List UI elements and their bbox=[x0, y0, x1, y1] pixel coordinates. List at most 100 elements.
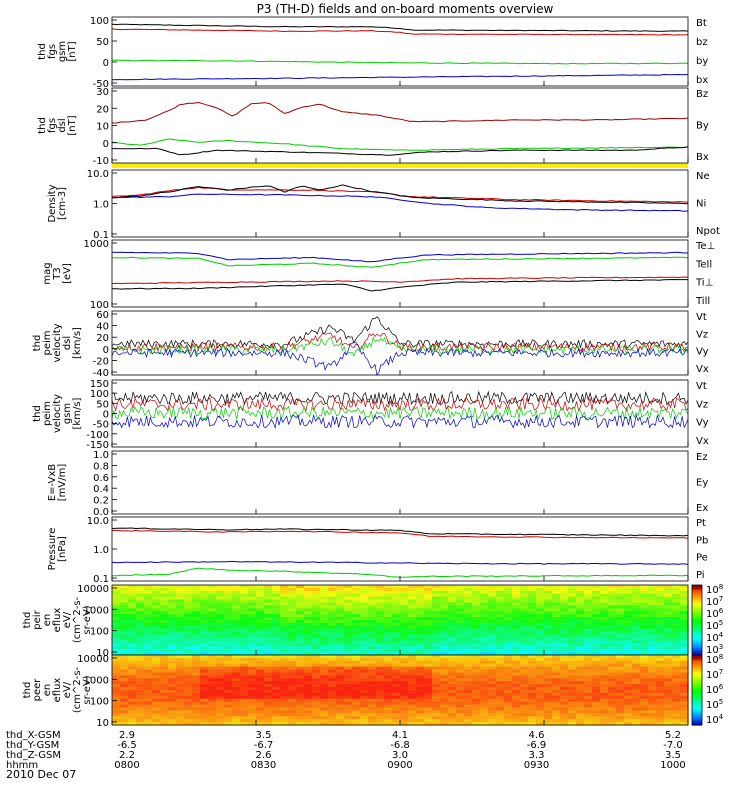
spectrogram-cell bbox=[512, 698, 521, 703]
spectrogram-cell bbox=[360, 669, 369, 674]
spectrogram-cell bbox=[232, 643, 241, 647]
y-axis-label: peer bbox=[32, 678, 43, 702]
spectrogram-cell bbox=[256, 672, 265, 677]
spectrogram-cell bbox=[296, 678, 305, 682]
spectrogram-cell bbox=[424, 701, 433, 706]
spectrogram-cell bbox=[272, 690, 281, 694]
spectrogram-cell bbox=[440, 643, 449, 647]
spectrogram-cell bbox=[336, 631, 345, 636]
spectrogram-cell bbox=[376, 681, 385, 685]
spectrogram-cell bbox=[136, 722, 145, 726]
spectrogram-cell bbox=[600, 684, 609, 688]
colorbar-segment bbox=[692, 648, 702, 651]
spectrogram-cell bbox=[408, 701, 417, 706]
spectrogram-cell bbox=[240, 672, 249, 677]
spectrogram-cell bbox=[120, 652, 129, 656]
spectrogram-cell bbox=[672, 675, 681, 679]
spectrogram-cell bbox=[296, 590, 305, 595]
spectrogram-cell bbox=[624, 602, 633, 607]
spectrogram-cell bbox=[576, 587, 585, 592]
spectrogram-cell bbox=[664, 599, 673, 604]
spectrogram-cell bbox=[288, 608, 297, 612]
spectrogram-cell bbox=[320, 625, 329, 630]
spectrogram-cell bbox=[560, 666, 569, 671]
spectrogram-cell bbox=[136, 652, 145, 656]
spectrogram-cell bbox=[632, 652, 641, 656]
spectrogram-cell bbox=[248, 687, 257, 691]
spectrogram-cell bbox=[496, 655, 505, 659]
spectrogram-cell bbox=[328, 605, 337, 609]
spectrogram-cell bbox=[624, 585, 633, 589]
spectrogram-cell bbox=[536, 590, 545, 595]
spectrogram-cell bbox=[304, 640, 313, 644]
spectrogram-cell bbox=[216, 672, 225, 677]
spectrogram-cell bbox=[328, 678, 337, 682]
spectrogram-cell bbox=[152, 628, 161, 633]
spectrogram-cell bbox=[256, 707, 265, 712]
spectrogram-cell bbox=[680, 684, 689, 688]
spectrogram-cell bbox=[656, 634, 665, 639]
spectrogram-cell bbox=[632, 643, 641, 647]
spectrogram-cell bbox=[152, 698, 161, 703]
spectrogram-cell bbox=[120, 698, 129, 703]
spectrogram-cell bbox=[344, 602, 353, 607]
spectrogram-cell bbox=[120, 593, 129, 598]
spectrogram-cell bbox=[584, 622, 593, 627]
spectrogram-cell bbox=[536, 678, 545, 682]
spectrogram-cell bbox=[432, 617, 441, 621]
spectrogram-cell bbox=[288, 637, 297, 642]
spectrogram-cell bbox=[608, 669, 617, 674]
spectrogram-cell bbox=[368, 669, 377, 674]
spectrogram-cell bbox=[352, 713, 361, 717]
spectrogram-cell bbox=[280, 611, 289, 615]
spectrogram-cell bbox=[520, 681, 529, 685]
spectrogram-cell bbox=[272, 617, 281, 621]
spectrogram-cell bbox=[232, 625, 241, 630]
spectrogram-cell bbox=[240, 585, 249, 589]
spectrogram-cell bbox=[360, 596, 369, 601]
spectrogram-cell bbox=[680, 701, 689, 706]
spectrogram-cell bbox=[416, 622, 425, 627]
spectrogram-cell bbox=[440, 684, 449, 688]
spectrogram-cell bbox=[672, 605, 681, 609]
y-axis-label: en bbox=[42, 614, 53, 627]
spectrogram-cell bbox=[312, 716, 321, 720]
spectrogram-cell bbox=[136, 646, 145, 650]
spectrogram-cell bbox=[616, 605, 625, 609]
spectrogram-cell bbox=[536, 628, 545, 633]
spectrogram-cell bbox=[320, 710, 329, 714]
spectrogram-cell bbox=[384, 643, 393, 647]
spectrogram-cell bbox=[656, 672, 665, 677]
spectrogram-cell bbox=[136, 663, 145, 668]
spectrogram-cell bbox=[120, 634, 129, 639]
spectrogram-cell bbox=[504, 637, 513, 642]
spectrogram-cell bbox=[392, 719, 401, 723]
spectrogram-cell bbox=[648, 666, 657, 671]
spectrogram-cell bbox=[456, 707, 465, 712]
spectrogram-cell bbox=[600, 614, 609, 618]
spectrogram-cell bbox=[304, 622, 313, 627]
spectrogram-cell bbox=[608, 704, 617, 709]
spectrogram-cell bbox=[552, 681, 561, 685]
spectrogram-cell bbox=[584, 684, 593, 688]
spectrogram-cell bbox=[504, 687, 513, 691]
spectrogram-cell bbox=[432, 687, 441, 691]
spectrogram-cell bbox=[160, 631, 169, 636]
spectrogram-cell bbox=[568, 692, 577, 697]
spectrogram-cell bbox=[304, 599, 313, 604]
spectrogram-cell bbox=[448, 605, 457, 609]
spectrogram-cell bbox=[568, 716, 577, 720]
spectrogram-cell bbox=[664, 716, 673, 720]
spectrogram-cell bbox=[424, 587, 433, 592]
spectrogram-cell bbox=[360, 643, 369, 647]
spectrogram-cell bbox=[304, 587, 313, 592]
y-axis-label: peim bbox=[42, 401, 53, 426]
spectrogram-cell bbox=[424, 608, 433, 612]
spectrogram-cell bbox=[368, 707, 377, 712]
spectrogram-cell bbox=[280, 605, 289, 609]
spectrogram-cell bbox=[520, 599, 529, 604]
spectrogram-cell bbox=[272, 587, 281, 592]
spectrogram-cell bbox=[584, 687, 593, 691]
spectrogram-cell bbox=[328, 631, 337, 636]
